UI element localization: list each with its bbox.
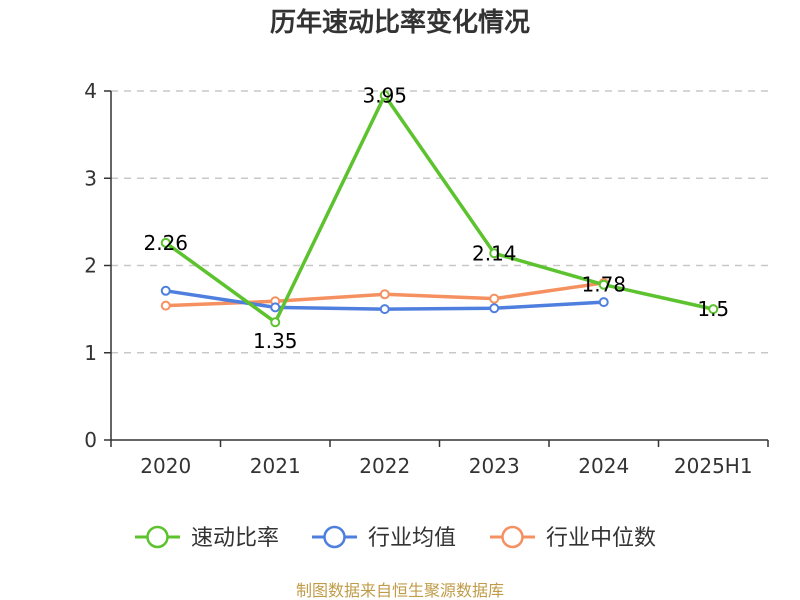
x-tick-label: 2024 <box>578 454 629 478</box>
y-tick-label: 4 <box>84 79 97 103</box>
data-label: 1.5 <box>697 297 729 321</box>
legend-label: 行业中位数 <box>546 526 656 551</box>
x-tick-label: 2023 <box>469 454 520 478</box>
y-tick-label: 0 <box>84 428 97 452</box>
legend-marker-icon <box>146 525 169 549</box>
x-tick-label: 2021 <box>250 454 301 478</box>
chart-title: 历年速动比率变化情况 <box>270 7 530 38</box>
data-label: 2.14 <box>472 241 517 265</box>
data-point <box>489 303 500 314</box>
y-tick-label: 1 <box>84 341 97 365</box>
data-point <box>489 248 500 259</box>
source-note: 制图数据来自恒生聚源数据库 <box>296 581 504 600</box>
y-tick-label: 2 <box>84 254 97 278</box>
legend-marker-icon <box>501 525 524 549</box>
legend[interactable]: 速动比率 行业均值 行业中位数 <box>135 525 656 551</box>
data-label: 1.35 <box>253 329 298 353</box>
data-point <box>489 293 500 304</box>
data-point <box>598 297 609 308</box>
data-label: 2.26 <box>143 231 188 255</box>
legend-item[interactable]: 行业均值 <box>312 525 456 551</box>
legend-marker-icon <box>323 525 346 549</box>
legend-item[interactable]: 速动比率 <box>135 525 279 551</box>
x-tick-label: 2022 <box>359 454 410 478</box>
data-label: 1.78 <box>581 273 626 297</box>
data-point <box>270 302 281 313</box>
data-point <box>379 289 390 300</box>
legend-label: 速动比率 <box>191 526 279 551</box>
data-labels: 2.26 1.35 3.95 2.14 1.78 1.5 <box>143 83 729 353</box>
series-lines <box>160 90 719 328</box>
data-point <box>160 285 171 296</box>
data-point <box>160 237 171 248</box>
legend-item[interactable]: 行业中位数 <box>490 525 656 551</box>
x-tick-label: 2025H1 <box>674 454 753 478</box>
data-point <box>598 279 609 290</box>
series-line <box>164 93 714 324</box>
data-label: 3.95 <box>362 83 407 107</box>
axes: 0 1 2 3 4 2020 2021 2022 2023 2024 2025H1 <box>84 79 769 478</box>
y-tick-label: 3 <box>84 166 97 190</box>
data-point <box>379 90 390 101</box>
x-tick-label: 2020 <box>140 454 191 478</box>
data-point <box>379 304 390 315</box>
data-point <box>270 317 281 328</box>
legend-label: 行业均值 <box>368 526 456 551</box>
data-point <box>160 300 171 311</box>
data-point <box>708 304 719 315</box>
grid-lines <box>111 90 768 354</box>
